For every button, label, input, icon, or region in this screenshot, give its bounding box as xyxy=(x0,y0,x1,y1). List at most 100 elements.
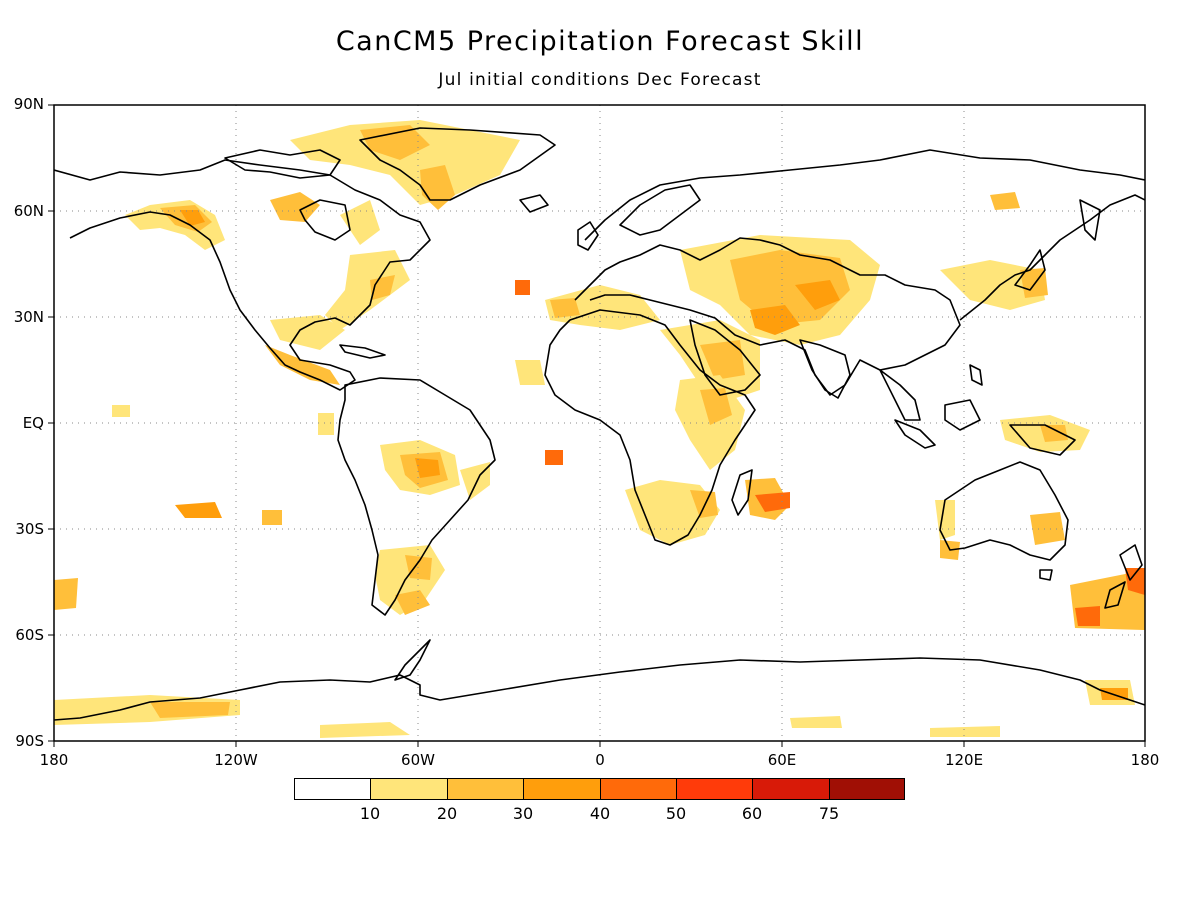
coastline-antarctic-peninsula xyxy=(394,639,431,681)
skill-region-labrador xyxy=(340,200,380,245)
skill-region-pacific-patch-3 xyxy=(262,510,282,525)
x-label-60e: 60E xyxy=(767,751,797,769)
colorbar-box-8 xyxy=(829,778,905,800)
skill-region-indonesia-core xyxy=(1040,425,1068,442)
skill-region-canadian-arctic-core xyxy=(360,125,430,160)
coastline-madagascar xyxy=(731,469,753,516)
skill-region-siberia xyxy=(990,192,1020,210)
coastline-southeast-asia xyxy=(879,369,921,421)
colorbar-label-40: 40 xyxy=(589,804,611,823)
x-label-180e: 180 xyxy=(1130,751,1160,769)
skill-region-new-zealand-max-2 xyxy=(1125,568,1145,595)
skill-region-canadian-arctic xyxy=(290,120,520,205)
coastline-britain xyxy=(577,221,599,251)
skill-region-south-atlantic xyxy=(545,450,563,465)
skill-region-gulf xyxy=(270,315,345,350)
skill-region-arabia-core xyxy=(700,340,745,380)
colorbar-label-75: 75 xyxy=(818,804,840,823)
colorbar-label-50: 50 xyxy=(665,804,687,823)
coastline-greenland xyxy=(359,127,556,201)
y-label-30n: 30N xyxy=(13,308,44,326)
skill-region-caribbean xyxy=(515,360,545,385)
y-label-90n: 90N xyxy=(13,95,44,113)
skill-region-east-africa-core xyxy=(700,388,732,425)
skill-region-antarctica-1 xyxy=(320,722,410,738)
coastline-philippines xyxy=(969,364,983,386)
graticule xyxy=(54,105,1145,741)
skill-region-patagonia-core xyxy=(395,590,430,615)
skill-region-eastern-us xyxy=(325,250,410,330)
x-label-180w: 180 xyxy=(39,751,69,769)
skill-region-west-edge xyxy=(54,578,78,610)
coastline-australia xyxy=(939,461,1069,561)
skill-region-iran-max xyxy=(750,305,800,335)
coastline-kamchatka xyxy=(1079,199,1101,241)
colorbar-box-6 xyxy=(676,778,752,800)
y-label-60n: 60N xyxy=(13,202,44,220)
colorbar-box-2 xyxy=(370,778,447,800)
coastline-south-america xyxy=(337,377,496,616)
coastline-scandinavia xyxy=(619,184,701,236)
coastline-antarctica xyxy=(54,657,1145,721)
skill-region-pacific-patch-2 xyxy=(318,413,334,435)
coastlines xyxy=(54,127,1145,721)
x-label-120w: 120W xyxy=(214,751,258,769)
coastline-tasmania xyxy=(1039,569,1053,581)
skill-region-hudson xyxy=(270,192,320,222)
y-label-60s: 60S xyxy=(15,626,44,644)
coastline-north-america xyxy=(54,159,431,391)
skill-region-australia-ne xyxy=(1030,512,1065,545)
skill-region-antarctica-w-core xyxy=(150,702,230,718)
skill-region-amazon-max xyxy=(415,458,440,478)
skill-region-madagascar-max xyxy=(755,492,790,512)
colorbar-box-4 xyxy=(523,778,600,800)
coastline-india xyxy=(799,339,851,399)
coastline-cuba xyxy=(339,344,386,359)
y-label-90s: 90S xyxy=(15,732,44,750)
skill-region-afghanistan xyxy=(795,280,840,310)
skill-region-antarctica-2 xyxy=(790,716,842,728)
colorbar-box-1 xyxy=(294,778,370,800)
skill-shading-layer xyxy=(54,120,1145,738)
skill-region-eastern-us-core xyxy=(370,275,395,300)
coastline-east-asia xyxy=(959,194,1145,321)
skill-region-mediterranean-core xyxy=(550,298,580,318)
coastline-new-zealand xyxy=(1104,544,1143,609)
coastline-borneo xyxy=(944,399,981,431)
map-subtitle: Jul initial conditions Dec Forecast xyxy=(438,70,762,90)
colorbar xyxy=(294,778,905,800)
x-label-60w: 60W xyxy=(401,751,435,769)
coastline-hudson-bay xyxy=(299,199,351,241)
coastline-arctic-islands xyxy=(224,149,341,179)
coastline-africa xyxy=(544,309,756,546)
coastline-eurasia-north xyxy=(584,149,1145,241)
coastline-eurasia xyxy=(574,237,961,396)
skill-region-central-america xyxy=(265,345,340,385)
colorbar-box-7 xyxy=(752,778,829,800)
axis-ticks xyxy=(48,104,1146,747)
skill-region-north-atlantic xyxy=(515,280,530,295)
skill-region-new-zealand-max xyxy=(1075,606,1100,626)
skill-region-southern-africa-core xyxy=(690,490,718,518)
x-label-0: 0 xyxy=(595,751,605,769)
y-label-eq: EQ xyxy=(22,414,44,432)
colorbar-box-5 xyxy=(600,778,676,800)
coastline-iceland xyxy=(519,194,549,213)
coastline-new-guinea xyxy=(1009,424,1076,456)
colorbar-box-3 xyxy=(447,778,523,800)
coastline-arabia xyxy=(689,319,761,396)
skill-region-alaska-max xyxy=(180,210,205,226)
coastline-japan xyxy=(1014,249,1046,291)
skill-region-central-pacific xyxy=(175,502,222,518)
colorbar-label-60: 60 xyxy=(741,804,763,823)
colorbar-label-30: 30 xyxy=(512,804,534,823)
coastline-sumatra xyxy=(894,419,936,449)
map-title: CanCM5 Precipitation Forecast Skill xyxy=(335,26,865,57)
skill-region-antarctica-4 xyxy=(930,726,1000,737)
skill-region-pacific-patch-1 xyxy=(112,405,130,417)
skill-region-east-asia xyxy=(940,260,1045,310)
x-label-120e: 120E xyxy=(944,751,984,769)
colorbar-label-20: 20 xyxy=(436,804,458,823)
colorbar-label-10: 10 xyxy=(359,804,381,823)
